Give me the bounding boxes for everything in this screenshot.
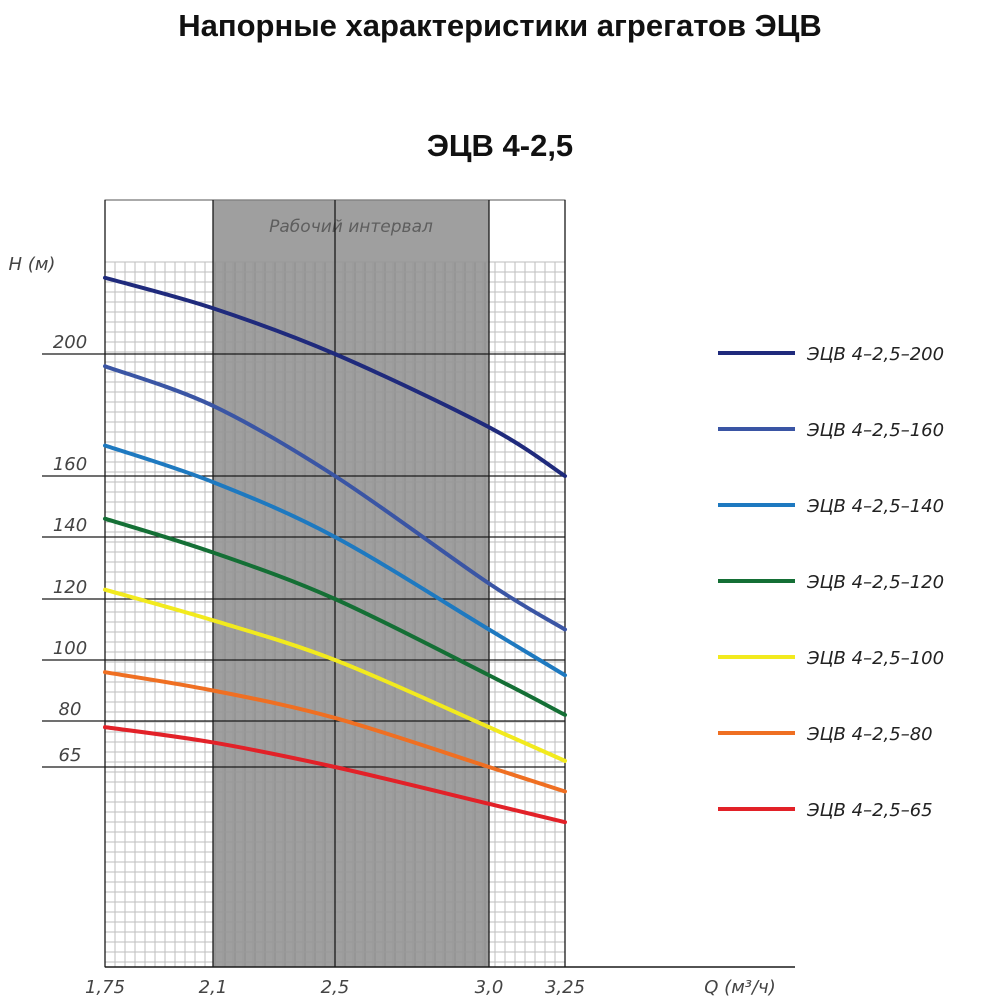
working-interval-label: Рабочий интервал [269,217,433,237]
y-tick-label: 140 [53,515,87,536]
y-tick-label: 80 [59,699,82,720]
x-tick-label: 2,5 [321,977,350,998]
y-axis-title: H (м) [9,254,56,275]
series-lines [103,275,567,825]
legend-label: ЭЦВ 4–2,5–120 [806,572,944,593]
legend-label: ЭЦВ 4–2,5–100 [806,648,944,669]
working-interval-band: Рабочий интервал [213,200,489,967]
series-line [103,587,567,763]
legend-label: ЭЦВ 4–2,5–140 [806,496,944,517]
legend-label: ЭЦВ 4–2,5–200 [806,344,944,365]
series-line [103,670,567,794]
legend-label: ЭЦВ 4–2,5–65 [806,800,933,821]
x-tick-label: 2,1 [199,977,228,998]
chart-axes: 200 160 140 120 100 80 65 1,75 2,1 2,5 3,0 3,25 Q (м… [9,200,795,998]
series-line [103,275,567,478]
y-tick-label: 160 [53,454,87,475]
series-line [103,516,567,717]
series-line [103,725,567,825]
chart-legend: ЭЦВ 4–2,5–200 ЭЦВ 4–2,5–160 ЭЦВ 4–2,5–140 Э… [718,344,944,821]
series-line [103,443,567,678]
legend-label: ЭЦВ 4–2,5–160 [806,420,944,441]
y-tick-label: 200 [53,332,87,353]
legend-label: ЭЦВ 4–2,5–80 [806,724,933,745]
x-tick-label: 1,75 [85,977,125,998]
chart-title: ЭЦВ 4-2,5 [426,128,574,163]
x-axis-title: Q (м³/ч) [704,977,775,998]
x-tick-label: 3,25 [545,977,585,998]
x-tick-label: 3,0 [475,977,504,998]
y-tick-label: 120 [53,577,87,598]
y-tick-label: 65 [59,745,82,766]
y-tick-label: 100 [53,638,87,659]
series-line [103,364,567,632]
page-title: Напорные характеристики агрегатов ЭЦВ [178,8,822,43]
